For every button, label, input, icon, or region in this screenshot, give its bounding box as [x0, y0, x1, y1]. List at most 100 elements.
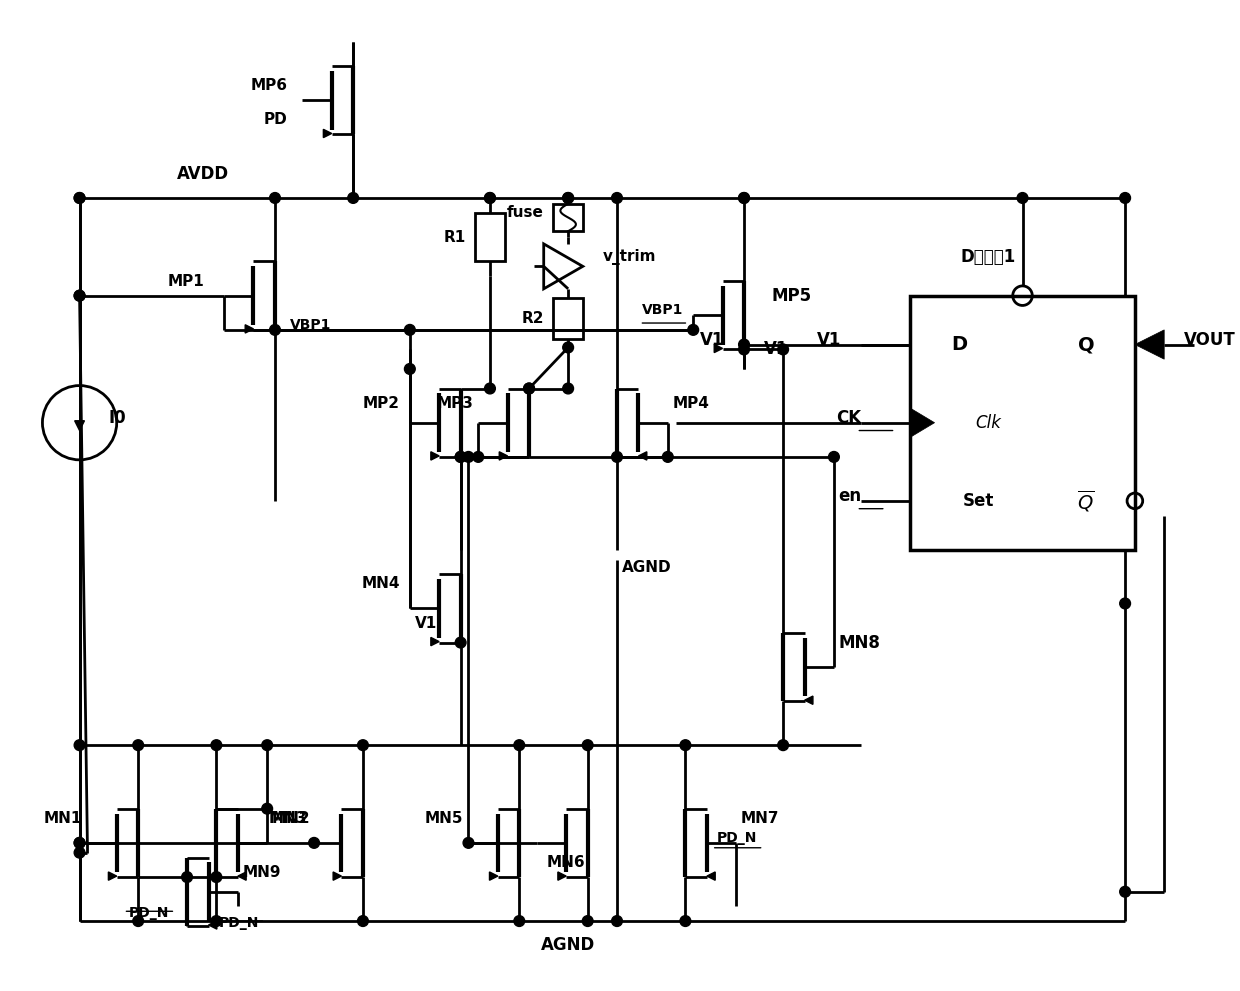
- Text: V1: V1: [764, 341, 787, 359]
- Circle shape: [739, 192, 749, 203]
- Circle shape: [662, 452, 673, 462]
- Circle shape: [269, 324, 280, 335]
- Text: MN2: MN2: [272, 811, 311, 826]
- Circle shape: [357, 740, 368, 750]
- Circle shape: [463, 837, 474, 848]
- Text: fuse: fuse: [507, 205, 543, 220]
- Text: MP4: MP4: [672, 395, 709, 410]
- Text: MP6: MP6: [250, 78, 288, 93]
- Text: AGND: AGND: [541, 936, 595, 954]
- Polygon shape: [108, 872, 117, 880]
- Circle shape: [211, 740, 222, 750]
- Circle shape: [1017, 192, 1028, 203]
- Circle shape: [74, 290, 84, 301]
- Text: AGND: AGND: [622, 560, 672, 575]
- Circle shape: [828, 452, 839, 462]
- Circle shape: [611, 916, 622, 927]
- Bar: [553, 204, 583, 231]
- Circle shape: [777, 740, 789, 750]
- Circle shape: [513, 916, 525, 927]
- Text: CK: CK: [836, 409, 862, 427]
- Text: MP3: MP3: [436, 395, 474, 410]
- Circle shape: [611, 452, 622, 462]
- Circle shape: [262, 804, 273, 814]
- Text: $\overline{Q}$: $\overline{Q}$: [1078, 488, 1095, 513]
- Text: Set: Set: [962, 492, 994, 510]
- Text: MN4: MN4: [362, 577, 401, 592]
- Circle shape: [1120, 599, 1131, 608]
- Circle shape: [563, 384, 574, 393]
- Polygon shape: [208, 921, 217, 930]
- Circle shape: [309, 837, 320, 848]
- Text: AVDD: AVDD: [177, 165, 229, 182]
- Text: PD_N: PD_N: [218, 916, 259, 931]
- Circle shape: [611, 192, 622, 203]
- Circle shape: [485, 192, 495, 203]
- Circle shape: [455, 452, 466, 462]
- Text: MN8: MN8: [838, 633, 880, 651]
- Circle shape: [74, 290, 84, 301]
- Circle shape: [563, 342, 574, 353]
- Circle shape: [269, 192, 280, 203]
- Text: PD_N: PD_N: [129, 907, 169, 921]
- Polygon shape: [324, 129, 331, 138]
- Circle shape: [680, 916, 691, 927]
- Text: MN3: MN3: [269, 811, 308, 826]
- Text: D: D: [951, 335, 967, 354]
- Text: V1: V1: [701, 331, 724, 349]
- Text: Q: Q: [1078, 335, 1095, 354]
- Bar: [553, 297, 583, 339]
- Text: VBP1: VBP1: [290, 318, 331, 332]
- Circle shape: [455, 452, 466, 462]
- Circle shape: [74, 192, 84, 203]
- Polygon shape: [910, 408, 935, 437]
- Circle shape: [688, 324, 698, 335]
- Text: MN1: MN1: [45, 811, 83, 826]
- Circle shape: [455, 637, 466, 648]
- Circle shape: [133, 740, 144, 750]
- Circle shape: [74, 740, 84, 750]
- Text: MN6: MN6: [547, 855, 585, 870]
- Bar: [910, 295, 1135, 550]
- Text: v_trim: v_trim: [603, 249, 656, 265]
- Circle shape: [211, 916, 222, 927]
- Circle shape: [739, 344, 749, 355]
- Text: en: en: [838, 487, 862, 505]
- Circle shape: [563, 192, 574, 203]
- Circle shape: [404, 324, 415, 335]
- Text: MP1: MP1: [167, 274, 205, 288]
- Text: VBP1: VBP1: [642, 303, 683, 317]
- Text: I0: I0: [109, 409, 126, 427]
- Bar: [475, 213, 505, 262]
- Text: MP2: MP2: [363, 395, 401, 410]
- Circle shape: [74, 837, 84, 848]
- Circle shape: [485, 384, 495, 393]
- Text: V1: V1: [414, 615, 436, 630]
- Circle shape: [777, 344, 789, 355]
- Circle shape: [1120, 886, 1131, 897]
- Circle shape: [74, 192, 84, 203]
- Circle shape: [583, 740, 593, 750]
- Text: MP5: MP5: [771, 286, 811, 304]
- Text: Clk: Clk: [976, 413, 1001, 432]
- Circle shape: [472, 452, 484, 462]
- Circle shape: [523, 384, 534, 393]
- Circle shape: [262, 740, 273, 750]
- Circle shape: [74, 847, 84, 858]
- Text: PD_N: PD_N: [717, 831, 758, 845]
- Polygon shape: [805, 696, 813, 705]
- Text: MN5: MN5: [425, 811, 464, 826]
- Text: VOUT: VOUT: [1184, 331, 1235, 349]
- Polygon shape: [430, 637, 439, 646]
- Circle shape: [74, 837, 84, 848]
- Polygon shape: [500, 452, 507, 460]
- Circle shape: [583, 916, 593, 927]
- Circle shape: [1120, 192, 1131, 203]
- Circle shape: [133, 916, 144, 927]
- Text: MN9: MN9: [243, 865, 281, 880]
- Text: MN7: MN7: [742, 811, 780, 826]
- Circle shape: [347, 192, 358, 203]
- Circle shape: [513, 740, 525, 750]
- Text: D触发器1: D触发器1: [961, 249, 1016, 267]
- Circle shape: [357, 916, 368, 927]
